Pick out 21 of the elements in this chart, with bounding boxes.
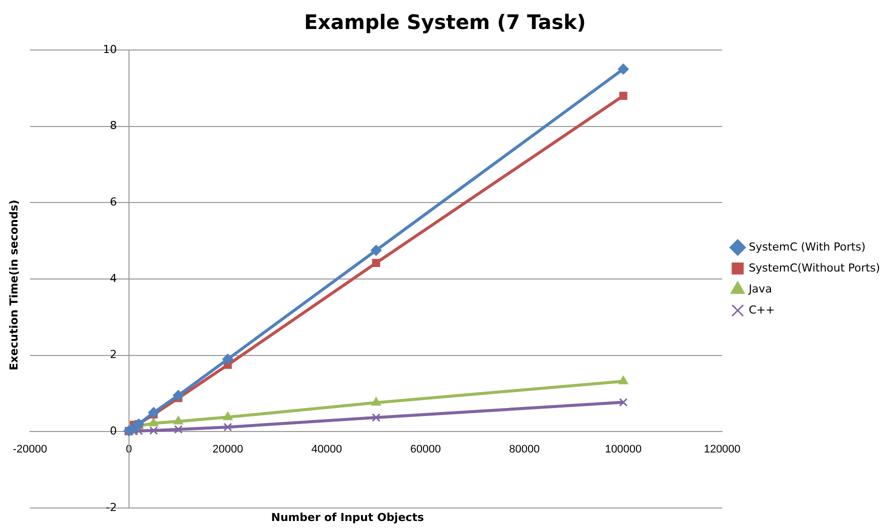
y-tick-label: 8 xyxy=(110,119,117,132)
y-tick-label: 4 xyxy=(110,272,117,285)
y-tick-label: 2 xyxy=(110,348,117,362)
x-tick-label: 80000 xyxy=(509,443,540,456)
x-tick-label: -20000 xyxy=(12,443,48,456)
y-axis-title: Execution Time(in seconds) xyxy=(8,200,20,370)
x-tick-label: 40000 xyxy=(311,443,342,456)
legend-label: Java xyxy=(748,282,772,296)
y-tick-label: 6 xyxy=(110,196,117,209)
y-tick-label: 10 xyxy=(102,42,117,56)
chart-title: Example System (7 Task) xyxy=(303,10,587,34)
x-axis-title: Number of Input Objects xyxy=(271,511,424,524)
x-tick-label: 100000 xyxy=(604,443,642,456)
x-tick-label: 60000 xyxy=(410,443,441,456)
x-tick-label: 20000 xyxy=(212,443,244,456)
y-tick-label: -2 xyxy=(106,500,117,514)
x-tick-label: 120000 xyxy=(704,443,741,456)
y-tick-label: 0 xyxy=(110,424,117,438)
legend-label: SystemC (With Ports) xyxy=(748,240,866,254)
legend-label: C++ xyxy=(748,303,775,316)
legend-label: SystemC(Without Ports) xyxy=(748,261,880,274)
